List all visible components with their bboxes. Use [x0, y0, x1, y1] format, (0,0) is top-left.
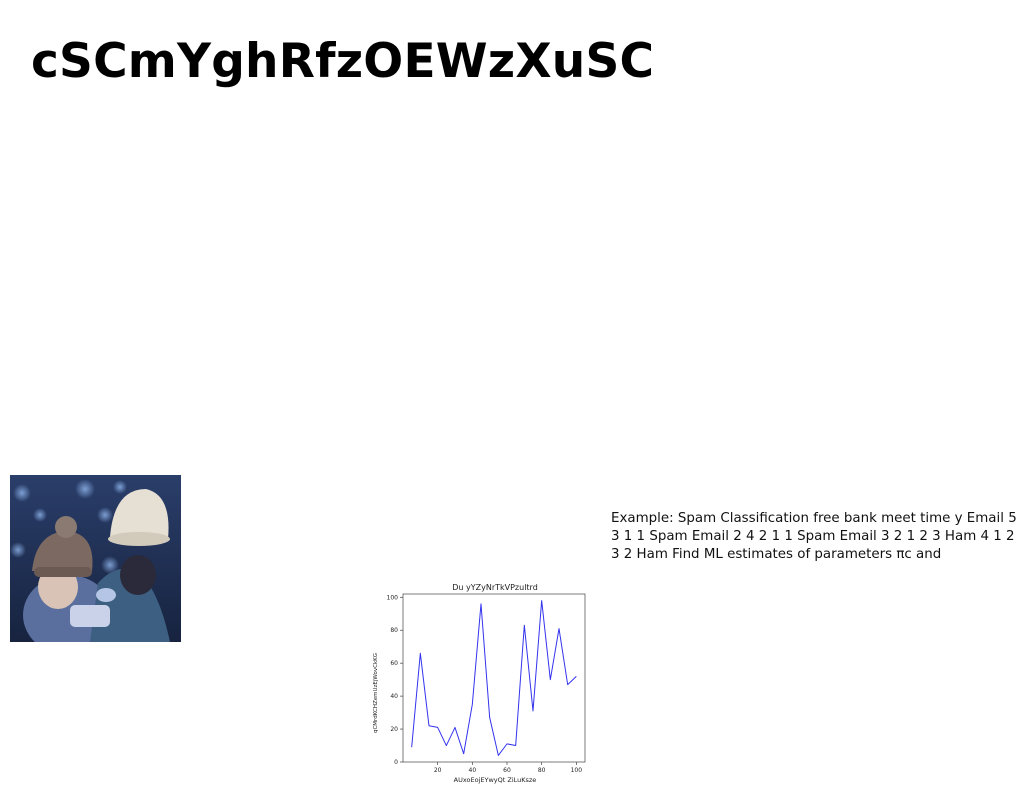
y-tick-label: 0 — [394, 759, 398, 766]
x-axis-ticks: 20 40 60 80 100 — [434, 762, 582, 774]
x-tick-label: 20 — [434, 767, 442, 774]
chart-title: Du yYZyNrTkVPzultrd — [452, 583, 538, 592]
page-title: cSCmYghRfzOEWzXuSC — [31, 34, 655, 89]
x-tick-label: 60 — [503, 767, 511, 774]
y-tick-label: 40 — [390, 693, 398, 700]
series-layer — [411, 600, 577, 756]
line-chart-svg: Du yYZyNrTkVPzultrd 0 20 40 60 80 100 20 40 60 8… — [373, 583, 586, 784]
x-tick-label: 100 — [571, 767, 583, 774]
photo-illustration — [10, 475, 181, 642]
plot-area-frame — [402, 593, 586, 763]
x-axis-label: AUxoEojEYwyQt ZiLuKsze — [454, 776, 537, 784]
y-axis-ticks: 0 20 40 60 80 100 — [387, 594, 403, 766]
line-chart: Du yYZyNrTkVPzultrd 0 20 40 60 80 100 20 40 60 8… — [370, 580, 590, 788]
y-tick-label: 100 — [387, 594, 399, 601]
x-tick-label: 40 — [469, 767, 477, 774]
y-tick-label: 20 — [390, 726, 398, 733]
spam-classification-text: Example: Spam Classification free bank m… — [611, 511, 1017, 562]
y-tick-label: 60 — [390, 660, 398, 667]
series-line — [411, 600, 577, 756]
y-axis-label: qCMrdKCHZemUzEjWovCkKG — [373, 653, 379, 733]
photo-two-people-in-winter-hats — [10, 475, 181, 642]
x-tick-label: 80 — [538, 767, 546, 774]
y-tick-label: 80 — [390, 627, 398, 634]
